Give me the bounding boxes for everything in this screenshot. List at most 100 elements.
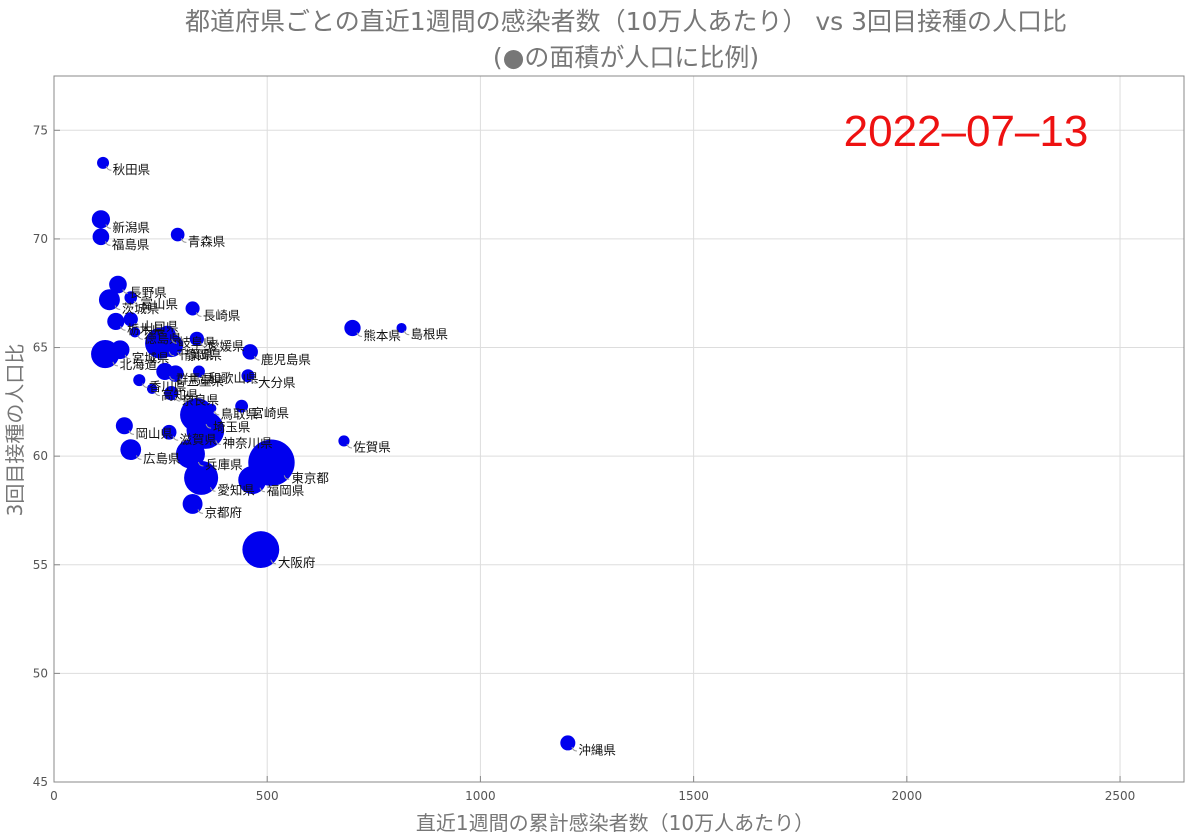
data-point bbox=[167, 365, 184, 382]
data-point-label: 岡山県 bbox=[135, 426, 173, 441]
data-point-label: 徳島県 bbox=[144, 331, 182, 346]
label-leader bbox=[105, 224, 111, 229]
label-leader bbox=[134, 323, 140, 328]
label-leader bbox=[356, 332, 363, 337]
data-point-label: 北海道 bbox=[120, 357, 158, 372]
label-leader bbox=[154, 391, 160, 397]
data-point-label: 宮城県 bbox=[132, 350, 170, 365]
date-annotation: 2022–07–13 bbox=[844, 107, 1089, 156]
data-point-label: 埼玉県 bbox=[213, 419, 251, 434]
data-point bbox=[164, 386, 179, 401]
label-leader bbox=[201, 374, 208, 380]
data-point-label: 滋賀県 bbox=[180, 432, 218, 447]
data-points bbox=[91, 156, 576, 751]
data-point-label: 静岡県 bbox=[184, 347, 222, 362]
x-tick-label: 0 bbox=[50, 789, 58, 803]
label-leader bbox=[253, 356, 260, 361]
x-tick-label: 2000 bbox=[892, 789, 923, 803]
label-leader bbox=[142, 383, 148, 388]
label-leader bbox=[120, 326, 126, 331]
data-point-label: 奈良県 bbox=[182, 393, 220, 408]
x-tick-label: 1500 bbox=[678, 789, 709, 803]
label-leader bbox=[105, 166, 112, 171]
label-leader bbox=[571, 746, 577, 752]
label-leader bbox=[114, 305, 121, 311]
data-point-label: 富山県 bbox=[141, 297, 179, 312]
label-leader bbox=[174, 396, 181, 402]
label-leader bbox=[169, 376, 175, 381]
data-point-label: 福島県 bbox=[112, 237, 150, 252]
data-point-label: 山口県 bbox=[141, 319, 179, 334]
chart-title: 都道府県ごとの直近1週間の感染者数（10万人あたり） vs 3回目接種の人口比 bbox=[185, 7, 1067, 36]
data-point-label: 栃木県 bbox=[127, 322, 165, 337]
data-point-label: 神奈川県 bbox=[223, 436, 273, 451]
data-point-label: 鹿児島県 bbox=[261, 352, 311, 367]
data-point-label: 群馬県 bbox=[176, 372, 214, 387]
label-leader bbox=[251, 379, 257, 384]
data-point bbox=[123, 312, 138, 327]
y-axis-label: 3回目接種の人口比 bbox=[3, 344, 27, 517]
label-leader bbox=[122, 289, 128, 294]
data-point bbox=[207, 403, 217, 413]
label-leader bbox=[133, 300, 140, 306]
data-point bbox=[184, 460, 219, 495]
data-point bbox=[182, 493, 203, 514]
data-point-label: 島根県 bbox=[411, 327, 449, 342]
label-leader bbox=[197, 509, 204, 514]
axis-ticks: 0 500 1000 1500 2000 2500 45 50 55 60 65 70 75 bbox=[33, 123, 1136, 803]
data-point-label: 広島県 bbox=[143, 451, 181, 466]
data-point bbox=[344, 319, 361, 337]
label-leader bbox=[283, 475, 290, 480]
data-point-label: 香川県 bbox=[149, 379, 187, 394]
label-leader bbox=[137, 335, 143, 340]
data-point-label: 東京都 bbox=[291, 470, 329, 485]
label-leader bbox=[105, 241, 111, 246]
label-leader bbox=[346, 443, 353, 449]
data-point bbox=[110, 340, 130, 360]
label-leader bbox=[244, 409, 251, 415]
data-point bbox=[92, 228, 110, 246]
data-point bbox=[338, 435, 350, 447]
data-point-label: 佐賀県 bbox=[353, 440, 391, 455]
data-point-label: 京都府 bbox=[205, 505, 243, 520]
data-point bbox=[241, 369, 255, 383]
data-point bbox=[560, 735, 576, 751]
data-point-label: 茨城県 bbox=[122, 301, 160, 316]
data-point bbox=[133, 374, 146, 387]
label-leader bbox=[177, 351, 183, 357]
data-point bbox=[238, 466, 267, 495]
chart-subtitle: (●の面積が人口に比例) bbox=[493, 43, 759, 72]
data-point-label: 宮崎県 bbox=[251, 405, 289, 420]
label-leader bbox=[180, 238, 187, 243]
data-point-label: 三重県 bbox=[186, 374, 224, 389]
label-leader bbox=[209, 487, 216, 492]
data-point bbox=[242, 531, 280, 568]
label-leader bbox=[128, 430, 135, 435]
plot-frame bbox=[53, 75, 1185, 783]
data-point bbox=[146, 383, 158, 394]
data-point bbox=[115, 417, 133, 435]
data-point bbox=[180, 398, 214, 432]
data-point bbox=[107, 312, 125, 331]
data-point bbox=[97, 156, 110, 169]
label-leader bbox=[168, 351, 175, 357]
label-leader bbox=[259, 487, 266, 493]
data-point bbox=[91, 210, 111, 229]
label-leader bbox=[197, 461, 204, 467]
y-tick-label: 75 bbox=[33, 123, 48, 137]
data-point-label: 熊本県 bbox=[363, 328, 401, 343]
data-point bbox=[193, 365, 205, 378]
label-leader bbox=[172, 436, 179, 441]
data-point-label: 沖縄県 bbox=[578, 743, 616, 758]
data-point-label: 和歌山県 bbox=[209, 370, 259, 385]
data-point-label: 青森県 bbox=[188, 234, 226, 249]
data-point-label: 高知県 bbox=[161, 387, 199, 402]
y-tick-label: 55 bbox=[33, 558, 48, 572]
data-point bbox=[124, 291, 138, 304]
data-point bbox=[175, 439, 205, 469]
data-point-label: 鳥取県 bbox=[221, 407, 259, 422]
data-point-label: 千葉県 bbox=[176, 347, 214, 362]
data-point-label: 福岡県 bbox=[267, 483, 305, 498]
x-tick-label: 1000 bbox=[465, 789, 496, 803]
